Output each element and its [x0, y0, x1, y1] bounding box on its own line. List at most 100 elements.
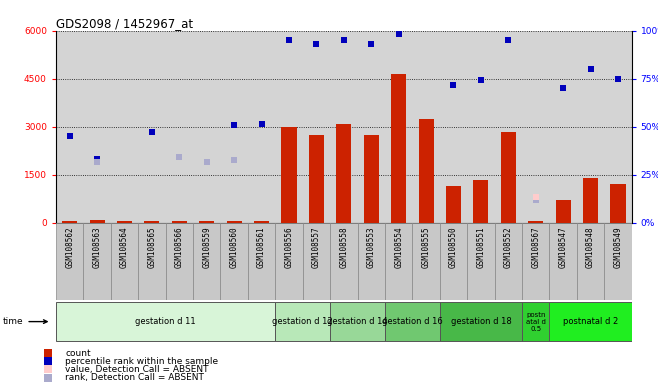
- Bar: [473, 180, 488, 223]
- Bar: [56, 302, 275, 341]
- Bar: [117, 221, 132, 223]
- Text: GSM108560: GSM108560: [230, 227, 239, 268]
- Text: count: count: [66, 349, 91, 358]
- Point: [448, 82, 459, 88]
- Text: GSM108566: GSM108566: [175, 227, 184, 268]
- Point: [42, 374, 53, 381]
- Text: percentile rank within the sample: percentile rank within the sample: [66, 357, 218, 366]
- Bar: [84, 223, 111, 300]
- Point: [530, 197, 541, 204]
- Text: GSM108564: GSM108564: [120, 227, 129, 268]
- Text: GSM108550: GSM108550: [449, 227, 458, 268]
- Point: [147, 128, 157, 135]
- Text: GSM108549: GSM108549: [613, 227, 622, 268]
- Bar: [193, 223, 220, 300]
- Bar: [611, 184, 626, 223]
- Text: GSM108555: GSM108555: [422, 227, 430, 268]
- Point: [338, 37, 349, 43]
- Bar: [555, 200, 570, 223]
- Bar: [282, 127, 297, 223]
- Bar: [330, 302, 385, 341]
- Point: [201, 159, 212, 165]
- Point: [257, 121, 267, 127]
- Point: [393, 31, 404, 37]
- Bar: [391, 74, 406, 223]
- Point: [613, 76, 623, 82]
- Bar: [413, 223, 440, 300]
- Point: [476, 77, 486, 83]
- Bar: [440, 223, 467, 300]
- Bar: [501, 131, 516, 223]
- Text: value, Detection Call = ABSENT: value, Detection Call = ABSENT: [66, 365, 209, 374]
- Text: GSM108552: GSM108552: [504, 227, 513, 268]
- Bar: [330, 223, 357, 300]
- Bar: [522, 302, 549, 341]
- Text: GSM108557: GSM108557: [312, 227, 321, 268]
- Point: [42, 358, 53, 364]
- Bar: [199, 221, 215, 223]
- Bar: [56, 223, 84, 300]
- Point: [64, 133, 75, 139]
- Bar: [303, 223, 330, 300]
- Bar: [275, 223, 303, 300]
- Bar: [440, 302, 522, 341]
- Text: GDS2098 / 1452967_at: GDS2098 / 1452967_at: [56, 17, 193, 30]
- Text: gestation d 18: gestation d 18: [451, 317, 511, 326]
- Text: postn
atal d
0.5: postn atal d 0.5: [526, 311, 545, 332]
- Bar: [495, 223, 522, 300]
- Bar: [62, 221, 77, 223]
- Text: GSM108561: GSM108561: [257, 227, 266, 268]
- Point: [229, 122, 240, 128]
- Point: [366, 40, 376, 46]
- Point: [174, 154, 184, 160]
- Text: time: time: [3, 317, 47, 326]
- Bar: [172, 221, 187, 223]
- Point: [92, 159, 103, 165]
- Text: gestation d 11: gestation d 11: [136, 317, 196, 326]
- Text: GSM108565: GSM108565: [147, 227, 157, 268]
- Bar: [549, 302, 632, 341]
- Text: gestation d 12: gestation d 12: [272, 317, 333, 326]
- Point: [284, 37, 294, 43]
- Point: [503, 37, 513, 43]
- Text: GSM108567: GSM108567: [531, 227, 540, 268]
- Bar: [577, 223, 604, 300]
- Bar: [111, 223, 138, 300]
- Bar: [467, 223, 495, 300]
- Text: GSM108556: GSM108556: [284, 227, 293, 268]
- Text: GSM108548: GSM108548: [586, 227, 595, 268]
- Bar: [522, 223, 549, 300]
- Text: GSM108553: GSM108553: [367, 227, 376, 268]
- Point: [586, 66, 596, 72]
- Text: GSM108558: GSM108558: [340, 227, 348, 268]
- Text: GSM108551: GSM108551: [476, 227, 486, 268]
- Point: [92, 156, 103, 162]
- Point: [42, 366, 53, 372]
- Bar: [364, 135, 379, 223]
- Bar: [254, 221, 269, 223]
- Bar: [357, 223, 385, 300]
- Bar: [275, 302, 330, 341]
- Bar: [226, 221, 241, 223]
- Point: [311, 40, 322, 46]
- Text: GSM108562: GSM108562: [65, 227, 74, 268]
- Text: GSM108559: GSM108559: [202, 227, 211, 268]
- Bar: [166, 223, 193, 300]
- Bar: [385, 302, 440, 341]
- Bar: [309, 135, 324, 223]
- Text: rank, Detection Call = ABSENT: rank, Detection Call = ABSENT: [66, 373, 205, 382]
- Text: gestation d 16: gestation d 16: [382, 317, 443, 326]
- Bar: [418, 119, 434, 223]
- Text: gestation d 14: gestation d 14: [327, 317, 388, 326]
- Bar: [583, 178, 598, 223]
- Bar: [385, 223, 413, 300]
- Bar: [89, 220, 105, 223]
- Bar: [336, 124, 351, 223]
- Point: [530, 194, 541, 200]
- Point: [229, 157, 240, 164]
- Bar: [138, 223, 166, 300]
- Bar: [220, 223, 248, 300]
- Bar: [549, 223, 577, 300]
- Point: [42, 350, 53, 356]
- Text: GSM108554: GSM108554: [394, 227, 403, 268]
